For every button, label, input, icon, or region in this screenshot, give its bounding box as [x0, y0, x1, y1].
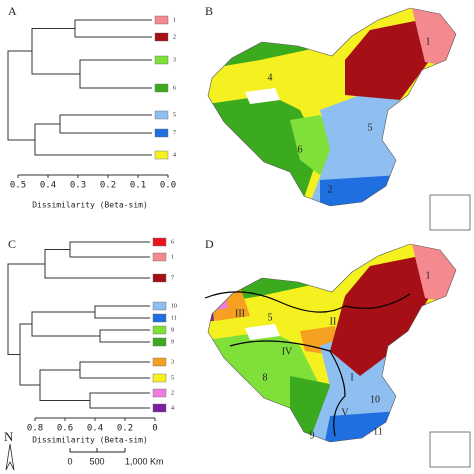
- region-label: 4: [268, 72, 273, 83]
- region-label: 1: [426, 36, 431, 47]
- dendrogram-a: [7, 19, 168, 176]
- leaf-label: 6: [173, 85, 176, 91]
- leaf-swatch: [154, 110, 169, 120]
- leaf-label: 3: [173, 57, 176, 63]
- region-label: 10: [370, 394, 380, 405]
- region-label: 9: [310, 430, 315, 441]
- tick-label: 0.2: [117, 424, 133, 434]
- leaf-label: 5: [173, 112, 176, 118]
- leaf-swatch: [152, 273, 167, 283]
- leaf-swatch: [152, 237, 167, 247]
- leaf-label: 1: [173, 17, 176, 23]
- leaf-swatch: [152, 313, 167, 323]
- leaf-swatch: [154, 55, 169, 65]
- leaf-swatch: [152, 301, 167, 311]
- dendrogram-c: [7, 241, 155, 419]
- leaf-label: 11: [171, 315, 177, 321]
- region-label: 2: [328, 184, 333, 195]
- tick-label: 0.0: [160, 181, 176, 191]
- tick-label: 0.6: [57, 424, 73, 434]
- leaf-swatch: [152, 337, 167, 347]
- panel-label: C: [8, 237, 16, 251]
- region-label: IV: [282, 346, 293, 357]
- leaf-label: 7: [173, 130, 176, 136]
- axis-title: Dissimilarity (Beta-sim): [32, 436, 148, 445]
- leaf-swatch: [152, 325, 167, 335]
- leaf-swatch: [152, 403, 167, 413]
- leaf-swatch: [152, 357, 167, 367]
- leaf-swatch: [154, 83, 169, 93]
- leaf-swatch: [154, 15, 169, 25]
- scale-label: 0: [67, 456, 72, 466]
- leaf-label: 9: [171, 339, 174, 345]
- region-label: 5: [368, 122, 373, 133]
- tick-label: 0.4: [40, 181, 56, 191]
- region-label: 5: [268, 312, 273, 323]
- leaf-label: 4: [171, 405, 174, 411]
- scale-label: 1,000 Km: [125, 456, 164, 466]
- region-label: 6: [298, 144, 303, 155]
- north-label: N: [4, 429, 14, 444]
- scale-bar: [5, 443, 126, 471]
- tick-label: 0.5: [10, 181, 26, 191]
- leaf-label: 6: [171, 239, 174, 245]
- leaf-swatch: [152, 252, 167, 262]
- panel-label: B: [205, 4, 213, 18]
- leaf-label: 3: [171, 359, 174, 365]
- leaf-swatch: [154, 128, 169, 138]
- leaf-label: 5: [171, 375, 174, 381]
- region-label: 11: [373, 426, 383, 437]
- region-label: V: [341, 407, 349, 418]
- leaf-swatch: [152, 373, 167, 383]
- leaf-swatch: [154, 150, 169, 160]
- map-b: [207, 7, 471, 231]
- leaf-label: 7: [171, 275, 174, 281]
- tick-label: 0.3: [70, 181, 86, 191]
- region-label: III: [235, 308, 245, 319]
- panel-label: D: [205, 237, 214, 251]
- leaf-label: 2: [171, 390, 174, 396]
- panel-label: A: [8, 4, 17, 18]
- leaf-label: 8: [171, 327, 174, 333]
- leaf-label: 4: [173, 152, 176, 158]
- region-label: 8: [263, 372, 268, 383]
- tick-label: 0.4: [87, 424, 103, 434]
- leaf-swatch: [152, 388, 167, 398]
- leaf-label: 10: [171, 303, 177, 309]
- leaf-label: 2: [173, 34, 176, 40]
- tick-label: 0.8: [27, 424, 43, 434]
- tick-label: 0.2: [100, 181, 116, 191]
- region-label: II: [330, 316, 337, 327]
- tick-label: 0.1: [130, 181, 146, 191]
- scale-label: 500: [89, 456, 104, 466]
- leaf-label: 1: [171, 254, 174, 260]
- leaf-swatch: [154, 32, 169, 42]
- region-label: 1: [426, 270, 431, 281]
- region-label: I: [350, 372, 353, 383]
- tick-label: 0: [152, 424, 157, 434]
- axis-title: Dissimilarity (Beta-sim): [32, 201, 148, 210]
